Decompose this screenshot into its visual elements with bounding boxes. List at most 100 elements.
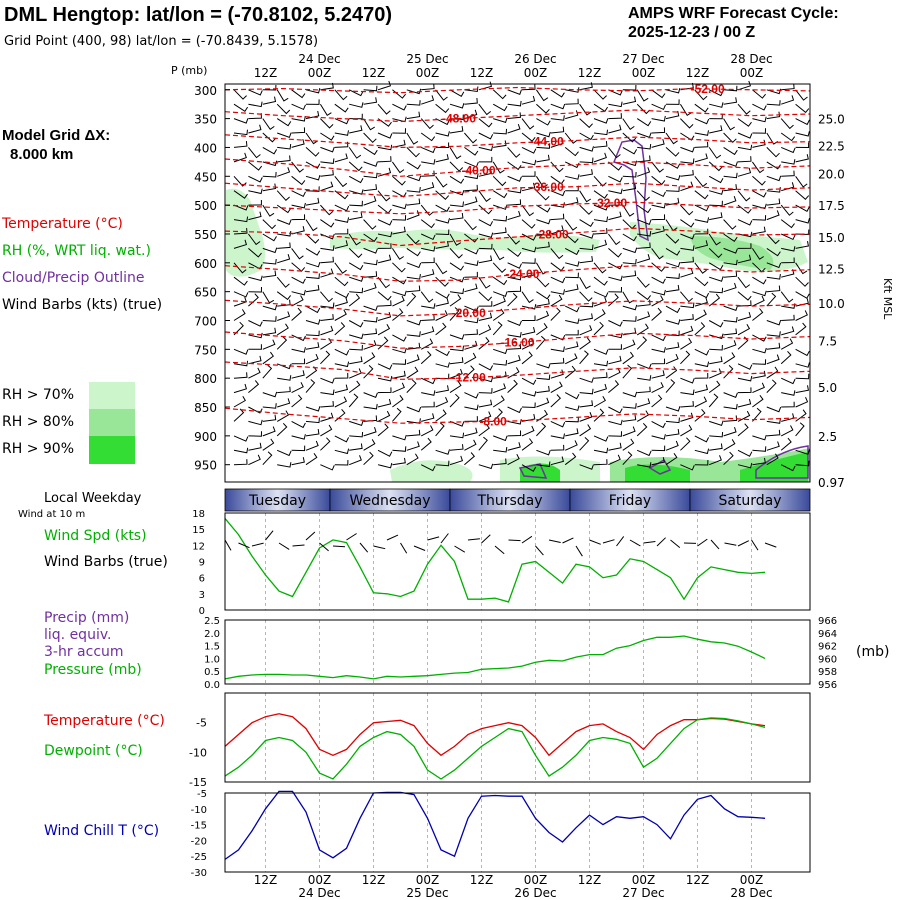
wind-barb [565, 329, 579, 336]
wind-barb [622, 183, 637, 192]
wind-barb [521, 464, 537, 472]
wind-barb [507, 453, 520, 466]
wind-barb [406, 441, 420, 451]
surface-wind-barb [575, 545, 583, 557]
wind-barb [319, 103, 332, 116]
wind-barb [766, 175, 782, 182]
wind-barb [291, 382, 304, 394]
wind-barb [535, 89, 549, 102]
wind-barb [334, 118, 350, 125]
wind-barb [377, 311, 392, 321]
wind-barb [449, 432, 465, 439]
wind-barb [579, 313, 593, 321]
wind-barb [276, 89, 289, 102]
pressure-line [224, 635, 766, 680]
wind-barb [680, 204, 694, 216]
weekday-label: Friday [609, 493, 651, 509]
wind-barb [651, 420, 666, 429]
surface-wind-barb [386, 534, 399, 541]
wind-barb [291, 248, 304, 260]
wind-barb [291, 420, 306, 429]
wind-barb [420, 291, 434, 303]
wind-barb [766, 441, 780, 451]
surface-wind-barb [373, 545, 386, 550]
wind-barb [493, 383, 507, 394]
isotherm-label: -48.00 [442, 112, 476, 126]
surface-wind-barb [670, 539, 681, 548]
wind-barb [277, 230, 292, 237]
wind-barb [277, 398, 291, 408]
wind-barb [780, 219, 795, 229]
wind-barb [608, 355, 622, 365]
surface-wind-barb [643, 541, 656, 544]
wind-barb [320, 204, 334, 216]
wind-barb [262, 132, 277, 143]
wind-barb [680, 424, 693, 437]
wind-barb [550, 248, 564, 260]
wind-barb [276, 103, 291, 115]
wind-barb [435, 422, 445, 437]
wind-barb [694, 89, 708, 101]
wind-barb [363, 282, 377, 293]
wind-chill-tick: -25 [191, 852, 207, 863]
wind-barb [305, 273, 320, 279]
wind-barb [507, 343, 522, 350]
wind-barb [579, 325, 593, 336]
wind-barb [492, 395, 505, 408]
wind-barb [752, 116, 767, 123]
time-tick-top: 00Z [416, 66, 440, 80]
precip-label: Precip (mm) [44, 610, 130, 626]
wind-barb [708, 175, 724, 184]
time-tick-top: 12Z [254, 66, 278, 80]
wind-barb [709, 113, 723, 120]
wind-barb [276, 336, 288, 350]
wind-barb [262, 219, 276, 230]
pressure-tick-right: 962 [818, 642, 837, 653]
cloud-outline [755, 445, 809, 479]
wind-barb [363, 247, 378, 254]
wind-barb [636, 89, 649, 102]
surface-wind-barb [602, 539, 615, 544]
wind-barb [233, 383, 248, 394]
time-tick-top: 12Z [578, 66, 602, 80]
wind-barb [608, 344, 622, 350]
wind-barb [334, 89, 348, 101]
wind-barb [795, 348, 810, 357]
wind-barb [680, 245, 695, 251]
wind-speed-tick: 6 [199, 574, 205, 585]
wind-barb [795, 190, 810, 201]
kft-axis-label: Kft MSL [881, 278, 894, 320]
wind-barb [377, 462, 393, 469]
wind-barb [377, 291, 392, 301]
wind-barb [464, 219, 477, 231]
wind-barb [637, 386, 651, 394]
wind-barb [291, 202, 306, 209]
wind-barb [291, 347, 306, 353]
wind-barb [262, 204, 275, 217]
isotherm-line [224, 182, 811, 198]
wind-barb [262, 247, 278, 254]
wind-barb [247, 233, 261, 246]
wind-barb [752, 359, 767, 365]
wind-barb [248, 406, 263, 414]
wind-barb [420, 464, 436, 472]
wind-barb [492, 262, 507, 274]
wind-barb [348, 147, 362, 159]
wind-barb [276, 204, 292, 214]
wind-barb [651, 295, 664, 307]
wind-barb [392, 190, 407, 198]
wind-barb [449, 294, 462, 307]
wind-barb [492, 408, 503, 422]
wind-barb [766, 111, 781, 120]
surface-wind-barb [265, 530, 274, 541]
wind-barb [593, 447, 609, 454]
wind-barb [579, 190, 592, 203]
wind-barb [723, 365, 734, 379]
wind-barb [781, 170, 795, 177]
isotherm-line [224, 227, 811, 247]
wind-barb [521, 326, 536, 336]
surface-wind-barb [764, 542, 777, 548]
wind-barb [737, 323, 751, 336]
surface-wind-barb [332, 545, 346, 548]
